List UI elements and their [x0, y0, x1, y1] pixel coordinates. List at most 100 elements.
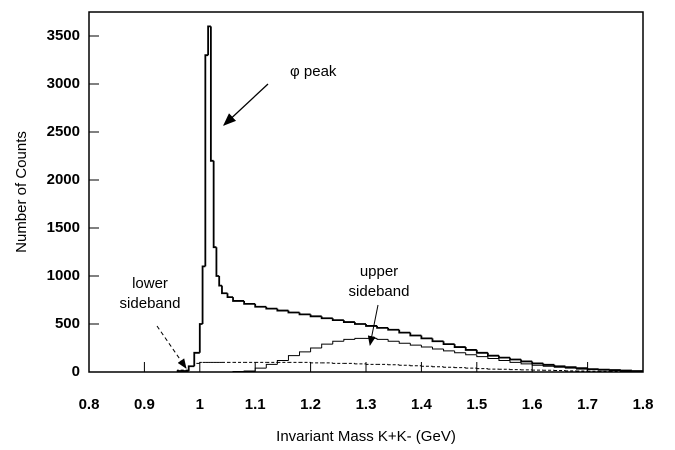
annotation: φ peak: [290, 63, 337, 80]
histogram-bin: [487, 356, 499, 360]
histogram-bin: [387, 339, 400, 342]
histogram-bin: [586, 368, 599, 371]
histogram-bin: [453, 344, 466, 348]
annotation: upper: [360, 263, 398, 280]
histogram-bin: [207, 25, 211, 56]
histogram-bin: [431, 338, 444, 343]
x-tick-label: 1.3: [356, 396, 377, 413]
annotation: sideband: [120, 295, 181, 312]
histogram-bin: [298, 312, 311, 316]
histogram-bin: [254, 303, 267, 308]
histogram-bin: [531, 363, 544, 366]
y-tick-label: 2000: [47, 171, 80, 188]
annotation: lower: [132, 275, 168, 292]
histogram-bin: [310, 347, 322, 352]
histogram-bin: [498, 355, 511, 359]
histogram-bin: [564, 366, 577, 369]
histogram-bin: [376, 325, 389, 329]
histogram-bin: [398, 341, 411, 344]
annotation-arrow: [156, 325, 187, 369]
histogram-bin: [465, 352, 477, 356]
histogram-bin: [265, 306, 278, 310]
histogram-bin: [420, 335, 433, 340]
y-tick-label: 1500: [47, 219, 80, 236]
histogram-bin: [299, 351, 311, 356]
x-tick-label: 1.7: [577, 396, 598, 413]
x-tick-label: 1.5: [466, 396, 487, 413]
histogram-bin: [509, 360, 522, 363]
histogram-bin: [287, 310, 300, 314]
histogram-bin: [332, 340, 344, 345]
y-tick-label: 0: [72, 363, 80, 380]
histogram-bin: [209, 26, 214, 162]
y-tick-label: 3500: [47, 27, 80, 44]
histogram-bin: [509, 357, 522, 361]
histogram-bin: [343, 338, 355, 342]
histogram-bin: [575, 367, 588, 370]
x-tick-label: 1.4: [411, 396, 433, 413]
y-axis-label: Number of Counts: [13, 131, 30, 253]
histogram-bin: [177, 369, 189, 372]
histogram-bin: [576, 368, 588, 370]
histogram-bin: [187, 365, 195, 372]
histogram-bin: [520, 362, 533, 365]
histogram-bin: [276, 359, 289, 365]
histogram-bin: [553, 366, 566, 368]
plot-frame: [88, 11, 644, 373]
histogram-bin: [254, 367, 267, 372]
histogram-bin: [243, 300, 256, 305]
x-tick-label: 1.2: [300, 396, 321, 413]
histogram-bin: [420, 345, 433, 348]
histogram-bin: [309, 314, 322, 318]
histogram-bin: [498, 358, 511, 361]
histogram-bin: [442, 341, 455, 346]
annotation-arrow: [223, 83, 269, 126]
y-tick-label: 3000: [47, 75, 80, 92]
histogram-bin: [398, 329, 411, 334]
histogram-bin: [193, 362, 200, 367]
histogram-bin: [226, 293, 234, 299]
y-tick-label: 1000: [47, 267, 80, 284]
histogram-bin: [542, 365, 555, 367]
x-tick-label: 0.8: [79, 396, 100, 413]
histogram-bin: [542, 363, 555, 366]
histogram-bin: [287, 355, 300, 361]
histogram-bin: [201, 265, 206, 324]
histogram-bin: [376, 338, 389, 340]
histogram-bin: [221, 285, 228, 295]
x-tick-label: 1.1: [245, 396, 266, 413]
histogram-bin: [409, 343, 422, 346]
histogram-bin: [204, 54, 209, 267]
histogram-bin: [321, 343, 333, 348]
histogram-bin: [409, 332, 422, 337]
histogram-bin: [387, 327, 400, 331]
histogram-bin: [520, 359, 533, 363]
histogram-bin: [198, 323, 203, 353]
x-tick-label: 0.9: [134, 396, 155, 413]
histogram-bin: [475, 349, 488, 354]
histogram-bin: [553, 364, 566, 368]
histogram-bin: [464, 347, 477, 351]
histogram-bin: [276, 308, 289, 312]
histogram-bin: [365, 324, 378, 327]
histogram-bin: [486, 352, 499, 357]
histogram-bin: [193, 351, 200, 367]
x-axis-label: Invariant Mass K+K- (GeV): [276, 428, 456, 445]
histogram-bin: [431, 347, 444, 350]
histogram-bin: [331, 318, 344, 322]
histogram-bin: [354, 322, 366, 325]
histogram-bin: [342, 320, 355, 323]
histogram-bin: [215, 247, 220, 277]
histogram-bin: [564, 367, 577, 369]
y-tick-label: 2500: [47, 123, 80, 140]
histogram-bin: [265, 363, 278, 369]
histogram-bin: [232, 297, 245, 302]
histogram-bin: [320, 316, 333, 320]
histogram-bin: [531, 361, 544, 365]
y-tick-label: 500: [55, 315, 80, 332]
histogram-bin: [476, 354, 488, 358]
x-tick-label: 1.6: [522, 396, 543, 413]
histogram-bin: [454, 350, 466, 354]
histogram-bin: [212, 160, 217, 249]
